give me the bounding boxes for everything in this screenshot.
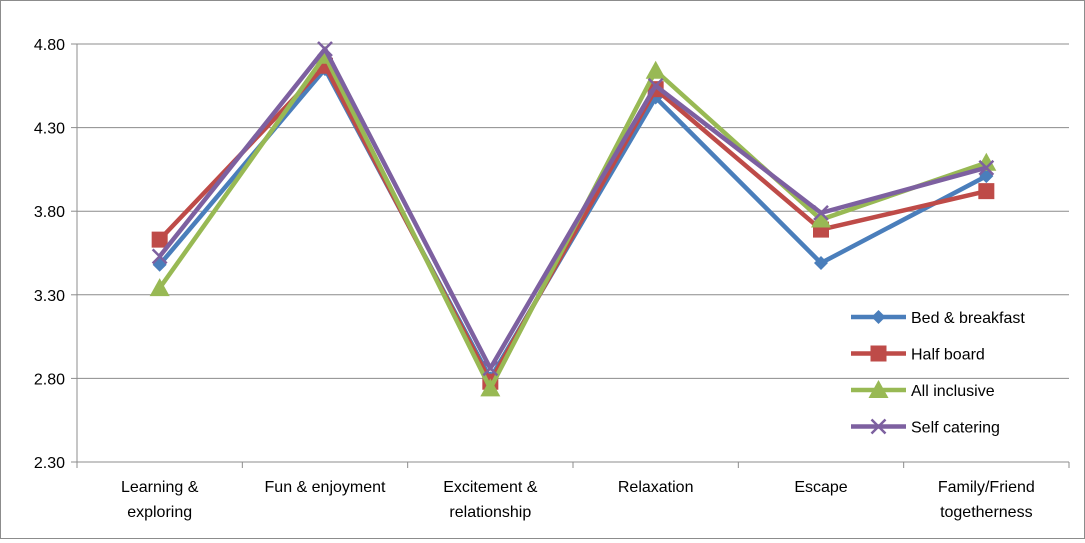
- series-all-inclusive: [149, 45, 997, 397]
- y-tick-label: 2.30: [34, 455, 65, 472]
- x-tick-label: Escape: [794, 479, 847, 496]
- legend-label: Half board: [911, 347, 985, 364]
- data-point: [814, 256, 828, 271]
- legend-marker: [871, 310, 886, 324]
- series-self-catering: [151, 41, 995, 377]
- data-point: [151, 248, 168, 265]
- legend-label: All inclusive: [911, 383, 995, 400]
- legend-item: Bed & breakfast: [851, 310, 1025, 327]
- legend-item: All inclusive: [851, 380, 995, 400]
- x-tick-label: Family/Friend togetherness: [938, 479, 1035, 521]
- legend-item: Self catering: [851, 418, 1000, 437]
- y-axis: 2.30 2.80 3.30 3.80 4.30 4.80: [34, 37, 78, 472]
- data-point: [482, 360, 499, 377]
- legend-marker: [868, 380, 889, 398]
- data-point: [645, 60, 666, 79]
- data-point: [976, 152, 997, 171]
- series-line: [157, 46, 987, 371]
- x-tick-label: Relaxation: [618, 479, 694, 496]
- x-tick-label: Learning & exploring: [121, 479, 199, 521]
- legend: Bed & breakfast Half board All inclusive Se…: [851, 310, 1025, 437]
- data-point: [149, 278, 170, 297]
- data-point: [978, 159, 995, 176]
- x-axis: Learning & exploring Fun & enjoyment Excite…: [76, 461, 1070, 521]
- x-tick-label: Fun & enjoyment: [265, 479, 387, 496]
- series-lines: [149, 41, 997, 397]
- legend-marker: [870, 418, 887, 435]
- y-tick-label: 2.80: [34, 371, 65, 388]
- y-tick-label: 4.30: [34, 121, 65, 138]
- data-point: [813, 204, 829, 221]
- x-tick-label: Excitement & relationship: [443, 479, 538, 521]
- y-tick-label: 3.30: [34, 288, 65, 305]
- y-tick-label: 4.80: [34, 37, 65, 54]
- data-point: [811, 209, 831, 228]
- data-point: [978, 183, 995, 200]
- data-point: [480, 378, 501, 397]
- legend-label: Self catering: [911, 420, 1000, 437]
- data-point: [317, 41, 333, 57]
- legend-item: Half board: [851, 345, 985, 364]
- data-point: [151, 231, 168, 248]
- data-point: [647, 77, 664, 94]
- legend-label: Bed & breakfast: [911, 310, 1025, 327]
- y-tick-label: 3.80: [34, 204, 65, 221]
- legend-marker: [870, 345, 887, 362]
